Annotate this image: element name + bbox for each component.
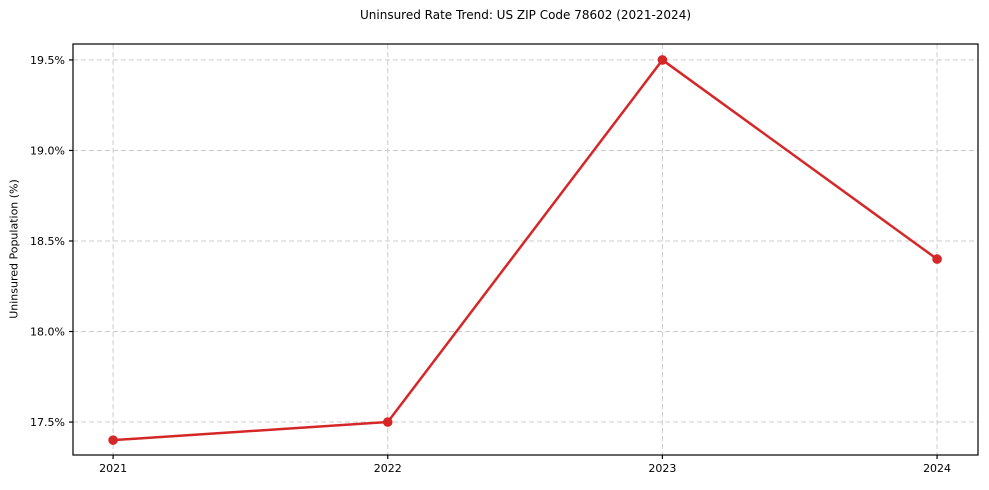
y-tick-label: 17.5%	[30, 416, 65, 429]
y-tick-label: 18.0%	[30, 326, 65, 339]
data-point	[657, 55, 668, 65]
data-point	[382, 417, 393, 427]
trend-line	[111, 58, 939, 442]
y-tick-label: 18.5%	[30, 235, 65, 248]
y-tick-label: 19.0%	[30, 144, 65, 157]
x-tick-label: 2023	[648, 462, 676, 475]
data-point	[932, 254, 942, 264]
chart-title: Uninsured Rate Trend: US ZIP Code 78602 …	[359, 8, 692, 22]
x-tick-label: 2021	[99, 462, 127, 475]
plot-border	[72, 43, 979, 456]
data-point	[108, 435, 118, 445]
y-tick-label: 19.5%	[30, 54, 65, 67]
x-tick-label: 2022	[374, 462, 402, 475]
x-tick-label: 2024	[923, 462, 951, 475]
